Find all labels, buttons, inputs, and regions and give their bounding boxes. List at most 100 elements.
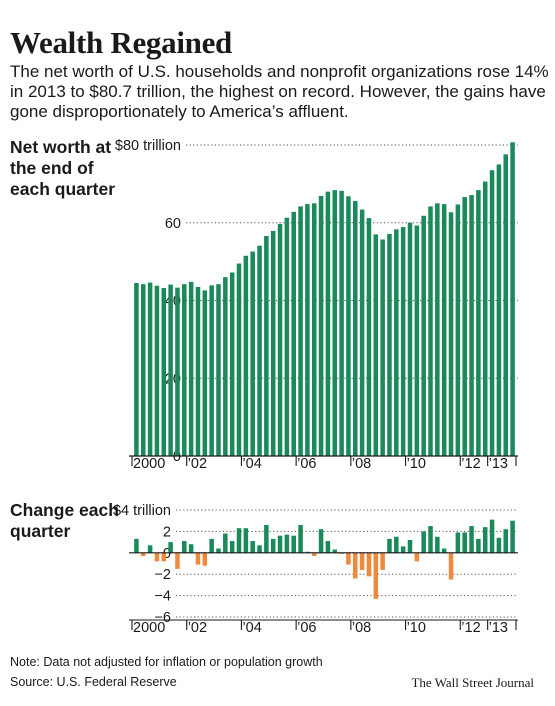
bar (134, 283, 139, 456)
bar (209, 285, 214, 456)
bar (441, 204, 447, 456)
bar (277, 535, 283, 553)
bar (346, 552, 351, 565)
bar (154, 552, 160, 562)
bar (175, 287, 180, 456)
bar (229, 541, 235, 553)
bar (380, 239, 385, 456)
bar (202, 552, 208, 566)
bar (195, 552, 201, 565)
x-tick-label: ’12 (461, 456, 480, 472)
bar (141, 552, 146, 557)
bar (147, 545, 153, 553)
bar (366, 552, 372, 577)
x-tick-label: ’04 (242, 456, 261, 472)
bar (161, 288, 167, 456)
change-section-label: Change each quarter (10, 500, 119, 541)
x-tick-label: ’08 (352, 456, 371, 472)
bar (496, 164, 502, 456)
y-tick-label: −6 (154, 610, 171, 626)
bar (414, 225, 420, 456)
bar (489, 170, 495, 457)
bar (482, 527, 488, 553)
bar (448, 212, 454, 456)
bar (291, 211, 296, 456)
bar (195, 286, 201, 456)
bar (188, 281, 194, 456)
bar (353, 552, 358, 579)
bar (168, 284, 173, 456)
bar (421, 531, 426, 553)
y-tick-label: $4 trillion (113, 503, 171, 519)
bar (414, 552, 420, 562)
bar (448, 552, 454, 580)
bar (270, 230, 276, 456)
bar (339, 190, 344, 456)
bar (305, 204, 310, 456)
x-tick-label: ’08 (352, 620, 371, 636)
bar (141, 284, 146, 456)
x-tick-label: ’13 (489, 620, 508, 636)
bar (182, 541, 187, 553)
net-worth-section-label: Net worth at the end of each quarter (10, 137, 116, 199)
bar (387, 538, 392, 553)
source-credit: Source: U.S. Federal Reserve (10, 675, 177, 689)
bar (332, 190, 338, 456)
bar (346, 196, 351, 456)
chart-subtitle: The net worth of U.S. households and non… (10, 62, 549, 121)
x-tick-label: ’06 (297, 620, 316, 636)
bar (216, 548, 221, 553)
footnote: Note: Data not adjusted for inflation or… (10, 655, 323, 669)
bar (291, 535, 296, 553)
bar (496, 537, 502, 553)
bar (421, 215, 426, 456)
y-tick-label: $80 trillion (115, 138, 181, 154)
x-tick-label: 2000 (133, 620, 165, 636)
bar (435, 536, 440, 553)
bar (257, 245, 262, 456)
bar (400, 546, 406, 553)
x-tick-label: ’10 (407, 620, 426, 636)
bar (476, 538, 481, 553)
x-tick-label: ’02 (188, 456, 207, 472)
bar (182, 284, 187, 456)
x-tick-label: 2000 (133, 456, 165, 472)
bar (469, 195, 474, 456)
bar (236, 263, 242, 456)
bar (353, 200, 358, 456)
bar (284, 534, 290, 553)
bar (264, 524, 269, 553)
bar (428, 206, 433, 456)
x-tick-label: ’13 (489, 456, 508, 472)
bar (332, 549, 338, 553)
y-tick-label: −2 (154, 567, 171, 583)
bar (482, 181, 488, 457)
bar (250, 541, 255, 553)
x-tick-label: ’10 (407, 456, 426, 472)
bar (223, 533, 228, 553)
bar (489, 519, 495, 553)
bar (455, 204, 461, 456)
bar (270, 538, 276, 553)
x-tick-label: ’12 (461, 620, 480, 636)
bar (476, 190, 481, 456)
bar (380, 552, 385, 570)
bar (311, 552, 317, 557)
bar (394, 536, 399, 553)
bar (298, 206, 303, 456)
bar (407, 539, 413, 553)
bar (359, 209, 365, 456)
bar (216, 284, 221, 456)
x-tick-label: ’06 (297, 456, 316, 472)
bar (257, 545, 262, 553)
y-tick-label: −4 (154, 589, 171, 605)
bar (503, 154, 508, 456)
publisher-credit: The Wall Street Journal (411, 675, 534, 690)
bar (161, 552, 167, 562)
bar (154, 285, 160, 456)
bar (435, 203, 440, 456)
bar (175, 552, 180, 569)
bar (510, 520, 515, 553)
bar (318, 529, 324, 553)
